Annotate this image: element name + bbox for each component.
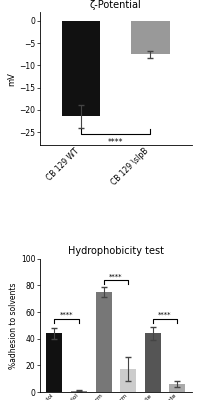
Title: ζ-Potential: ζ-Potential [90,0,142,10]
Bar [71,391,87,392]
Title: Hydrophobicity test: Hydrophobicity test [68,246,164,256]
Bar [131,21,169,54]
Text: ****: **** [60,312,73,318]
Text: ****: **** [109,273,123,279]
Y-axis label: mV: mV [8,72,17,86]
Y-axis label: %adhesion to solvents: %adhesion to solvents [9,282,18,368]
Text: ****: **** [158,312,172,318]
Bar [169,384,185,392]
Bar [120,369,136,392]
Bar [62,21,100,116]
Bar [96,292,111,392]
Bar [145,333,161,392]
Bar [46,333,62,392]
Text: ****: **** [108,138,124,147]
